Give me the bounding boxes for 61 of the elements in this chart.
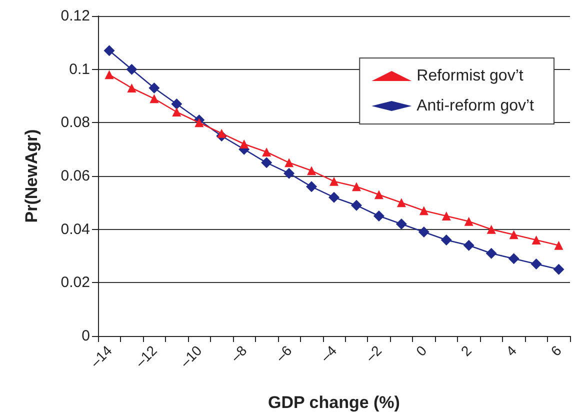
- point: [508, 253, 520, 264]
- point: [284, 158, 294, 168]
- point: [104, 45, 115, 56]
- point: [350, 200, 362, 211]
- point: [328, 192, 340, 203]
- y-tick-label: 0.04: [60, 220, 90, 238]
- point: [171, 98, 182, 110]
- point: [148, 82, 160, 94]
- y-tick-label: 0.12: [60, 8, 90, 24]
- x-tick-label: 0: [412, 342, 430, 360]
- point: [509, 230, 518, 240]
- point: [418, 226, 430, 238]
- x-tick-label: 4: [502, 342, 520, 360]
- point: [194, 118, 204, 128]
- point: [374, 190, 384, 200]
- point: [553, 264, 564, 275]
- point: [419, 206, 428, 216]
- point: [306, 181, 318, 192]
- x-axis-title: GDP change (%): [268, 393, 400, 412]
- x-tick-label: –6: [272, 342, 295, 365]
- point: [330, 176, 338, 186]
- x-tick-label: 2: [458, 342, 475, 360]
- x-tick-label: –8: [227, 342, 250, 365]
- point: [150, 94, 159, 104]
- point: [352, 182, 361, 192]
- y-tick-label: 0.08: [60, 114, 90, 132]
- x-tick-label: –4: [317, 342, 340, 365]
- point: [373, 210, 384, 222]
- point: [240, 140, 249, 148]
- point: [464, 216, 474, 226]
- point: [307, 166, 316, 176]
- point: [104, 70, 114, 80]
- point: [261, 157, 272, 168]
- x-tick-label: –2: [362, 342, 385, 365]
- x-tick-label: 6: [548, 342, 565, 360]
- point: [463, 240, 474, 251]
- point: [262, 148, 272, 156]
- x-tick-label: –10: [176, 342, 205, 370]
- point: [486, 248, 497, 259]
- point: [396, 218, 407, 230]
- legend-label: Anti-reform gov’t: [416, 98, 535, 114]
- y-axis-title: Pr(NewAgr): [22, 129, 41, 223]
- y-tick-label: 0.02: [60, 274, 90, 292]
- point: [554, 240, 564, 250]
- point: [396, 198, 406, 208]
- point: [172, 108, 182, 116]
- point: [530, 258, 542, 270]
- y-tick-label: 0: [82, 328, 90, 344]
- legend-label: Reformist gov’t: [416, 68, 524, 84]
- y-tick-label: 0.1: [69, 60, 90, 78]
- point: [442, 212, 451, 220]
- x-tick-label: –14: [87, 342, 116, 370]
- point: [217, 128, 226, 138]
- point: [440, 234, 452, 246]
- point: [127, 84, 136, 92]
- point: [486, 224, 496, 234]
- x-tick-label: –12: [132, 342, 160, 370]
- point: [532, 236, 541, 244]
- point: [126, 64, 138, 75]
- point: [284, 168, 295, 179]
- y-tick-label: 0.06: [60, 168, 90, 184]
